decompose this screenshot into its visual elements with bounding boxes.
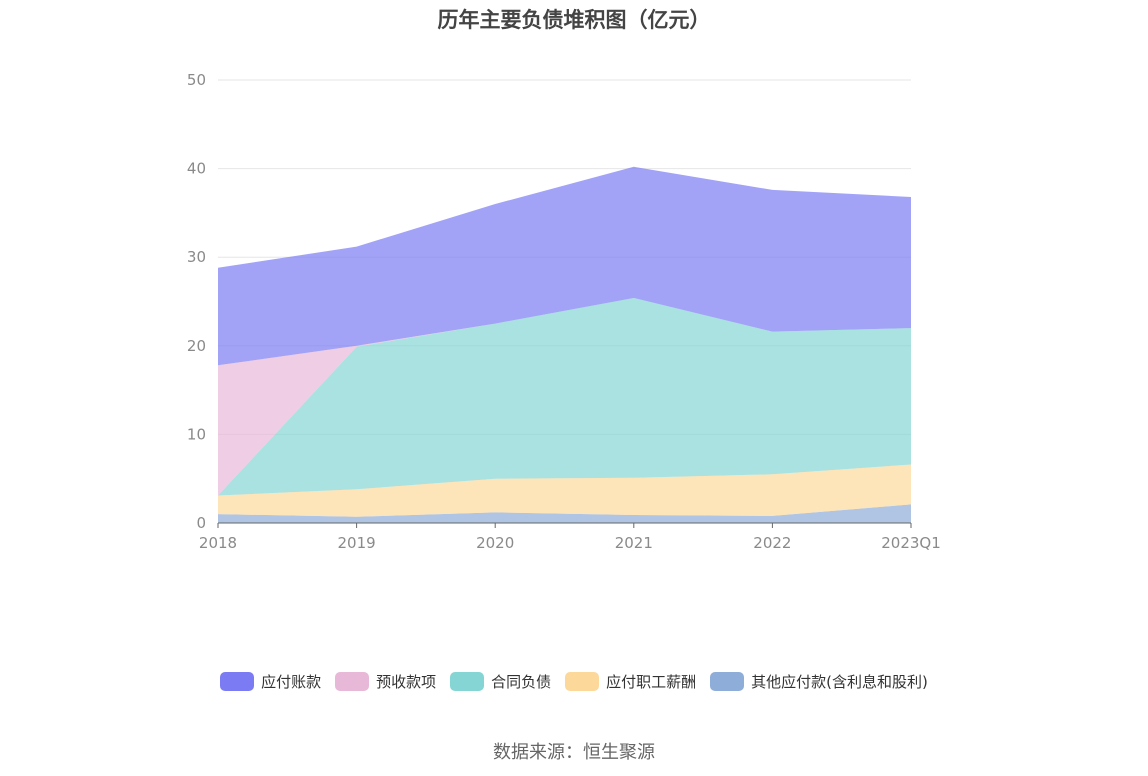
x-tick-label-2: 2020 [476, 534, 514, 552]
legend: 应付账款 预收款项 合同负债 应付职工薪酬 其他应付款(含利息和股利) [0, 671, 1148, 692]
legend-swatch-2 [450, 672, 485, 691]
legend-swatch-1 [335, 672, 370, 691]
x-tick-label-1: 2019 [338, 534, 376, 552]
x-tick-label-5: 2023Q1 [881, 534, 941, 552]
area-series [218, 166, 911, 523]
x-tick-label-3: 2021 [615, 534, 653, 552]
y-tick-label-0: 0 [196, 514, 206, 532]
legend-label-2: 合同负债 [491, 673, 552, 691]
legend-swatch-4 [710, 672, 745, 691]
chart-title: 历年主要负债堆积图（亿元） [437, 8, 711, 32]
legend-item-3[interactable]: 应付职工薪酬 [565, 671, 696, 692]
legend-item-0[interactable]: 应付账款 [220, 671, 321, 692]
x-tick-label-0: 2018 [199, 534, 237, 552]
legend-label-1: 预收款项 [376, 673, 437, 691]
y-tick-label-20: 20 [187, 337, 206, 355]
legend-swatch-0 [220, 672, 255, 691]
legend-label-3: 应付职工薪酬 [606, 673, 697, 691]
y-tick-label-10: 10 [187, 425, 206, 443]
y-tick-label-40: 40 [187, 160, 206, 178]
legend-item-1[interactable]: 预收款项 [335, 671, 436, 692]
y-tick-label-30: 30 [187, 248, 206, 266]
stacked-area-chart: 0 10 20 30 40 50 2018 2019 2020 2021 2022 2023Q1 [187, 71, 941, 552]
legend-item-4[interactable]: 其他应付款(含利息和股利) [710, 671, 928, 692]
axes: 0 10 20 30 40 50 2018 2019 2020 2021 2022 2023Q1 [187, 71, 941, 552]
x-tick-label-4: 2022 [753, 534, 791, 552]
legend-item-2[interactable]: 合同负债 [450, 671, 551, 692]
y-tick-label-50: 50 [187, 71, 206, 89]
source-label: 数据来源：恒生聚源 [493, 742, 655, 763]
legend-swatch-3 [565, 672, 600, 691]
area-series-2[interactable] [218, 298, 911, 496]
area-series-1[interactable] [218, 464, 911, 517]
legend-label-4: 其他应付款(含利息和股利) [751, 673, 928, 691]
legend-label-0: 应付账款 [261, 673, 322, 691]
area-series-4[interactable] [218, 166, 911, 366]
